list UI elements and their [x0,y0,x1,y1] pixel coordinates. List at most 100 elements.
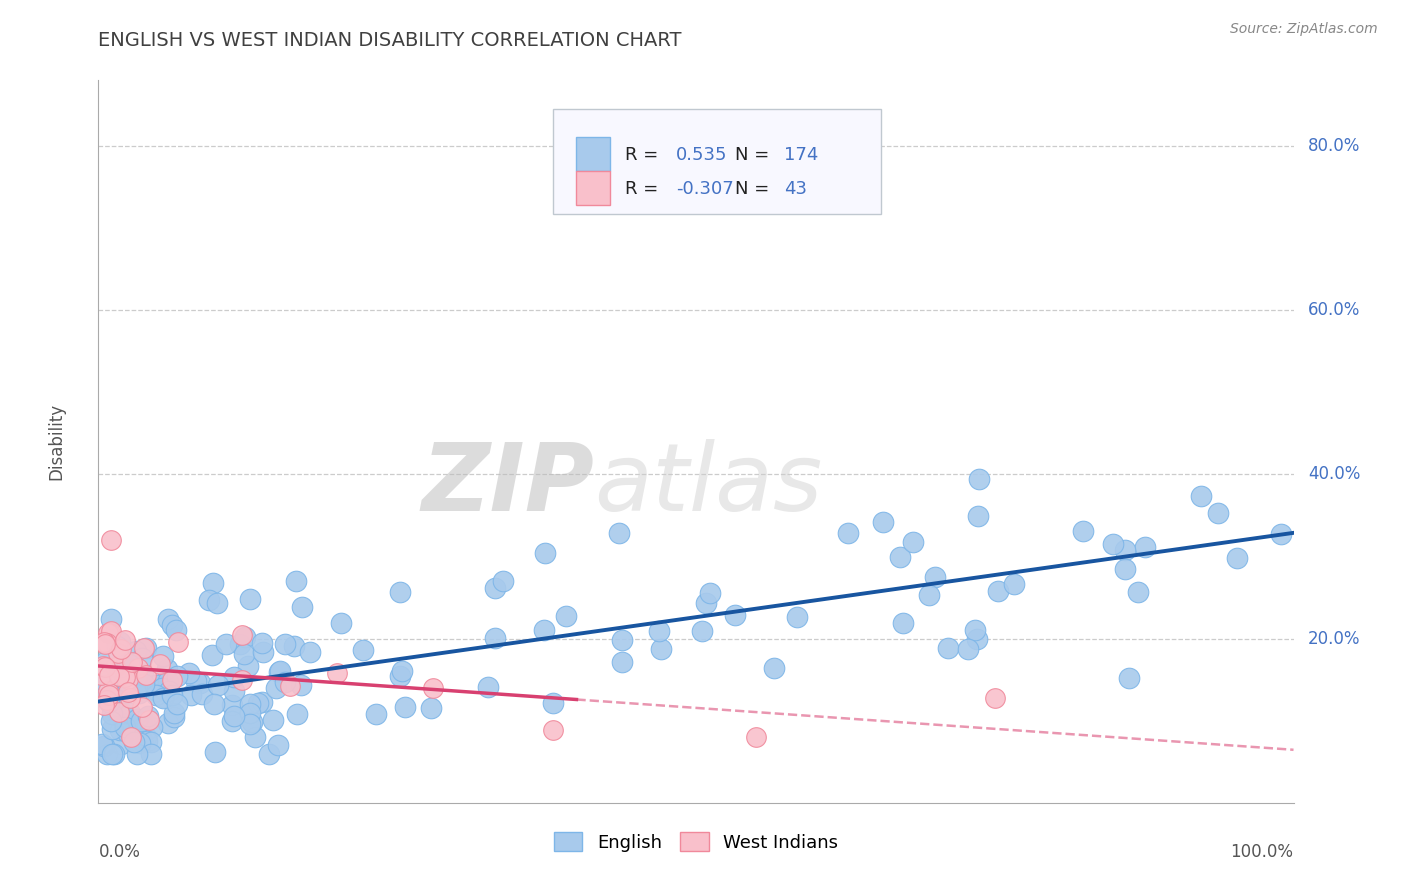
Point [690,624,713,639]
Point [90,668,112,682]
Point [96,693,118,707]
Point [91,658,114,673]
Point [695,596,717,610]
Point [101,707,124,722]
Point [110,635,132,649]
Point [107,669,129,683]
Point [420,700,443,714]
Point [141,720,163,734]
Point [191,687,214,701]
Point [157,683,180,698]
Text: 20.0%: 20.0% [1308,630,1361,648]
Point [165,623,187,637]
Text: R =: R = [626,179,665,198]
Point [484,631,506,645]
Point [243,730,266,744]
Point [422,681,444,696]
Point [93,739,115,753]
Point [145,688,167,702]
Point [93,637,115,651]
Point [114,720,136,734]
Point [160,689,183,703]
Point [97,626,120,640]
FancyBboxPatch shape [576,170,610,205]
Point [201,648,224,662]
Point [607,526,630,541]
Point [132,714,155,728]
Point [127,747,149,761]
Point [236,658,259,673]
Point [156,662,179,676]
Point [330,616,353,631]
Point [269,664,291,678]
Point [285,706,308,721]
Point [96,636,118,650]
Point [105,688,128,702]
Point [492,574,515,588]
Text: Source: ZipAtlas.com: Source: ZipAtlas.com [1230,22,1378,37]
Point [278,679,301,693]
Point [267,738,290,752]
Point [117,672,139,686]
Point [388,669,411,683]
Point [90,673,112,687]
Point [222,670,245,684]
Point [1226,551,1249,566]
Point [239,591,262,606]
Point [231,673,253,687]
Point [149,657,172,671]
Point [484,581,506,595]
Text: -0.307: -0.307 [676,179,734,198]
Point [160,617,183,632]
Point [100,612,122,626]
Point [143,678,166,692]
Point [135,640,157,655]
Point [901,535,924,549]
Point [157,612,180,626]
Point [110,660,132,674]
Point [231,628,253,642]
Point [207,678,229,692]
Point [152,649,174,664]
Point [246,697,269,711]
Point [98,695,121,709]
Point [139,735,162,749]
Point [108,706,131,720]
Point [967,509,990,524]
Point [215,638,238,652]
Point [650,642,672,657]
Point [1270,526,1292,541]
Text: N =: N = [735,145,775,164]
Point [205,596,228,610]
Point [131,650,153,665]
Point [110,737,132,751]
Point [128,737,150,751]
Point [1189,489,1212,503]
Point [222,684,245,698]
Point [131,733,153,747]
Point [162,709,184,723]
Point [128,685,150,699]
Point [837,525,859,540]
Point [233,630,256,644]
Point [93,635,115,649]
Point [224,709,246,723]
Point [96,747,118,761]
Point [364,706,387,721]
Text: ENGLISH VS WEST INDIAN DISABILITY CORRELATION CHART: ENGLISH VS WEST INDIAN DISABILITY CORREL… [98,31,682,50]
Point [184,673,207,688]
Point [100,714,122,728]
Point [118,691,141,706]
Point [94,654,117,668]
Point [872,515,894,529]
Point [146,678,169,692]
Point [534,546,557,560]
Text: R =: R = [626,145,665,164]
Point [87,663,110,677]
Point [250,695,273,709]
Point [98,626,121,640]
Point [117,717,139,731]
Point [388,584,411,599]
Point [103,747,125,761]
Point [89,689,111,703]
